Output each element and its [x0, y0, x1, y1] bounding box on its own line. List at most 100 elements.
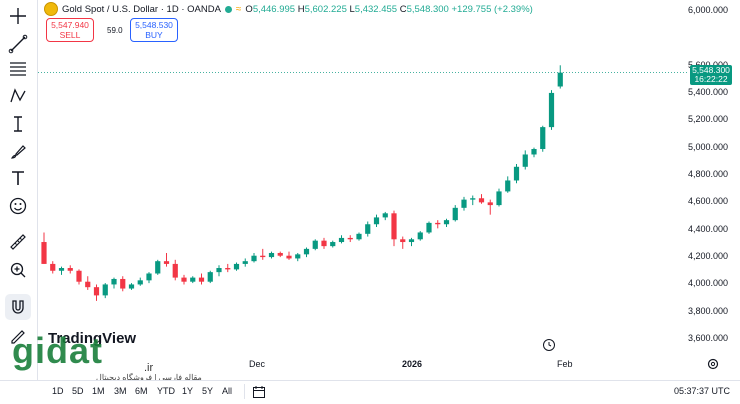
- compare-icon[interactable]: ≈: [235, 3, 242, 15]
- candle-body: [93, 287, 100, 296]
- price-tick: 4,600.000: [687, 196, 728, 207]
- range-1d[interactable]: 1D: [52, 386, 64, 396]
- range-1m[interactable]: 1M: [92, 386, 105, 396]
- magnet-icon[interactable]: [5, 294, 31, 320]
- candles-group: [41, 65, 563, 301]
- close-label: C: [399, 3, 407, 15]
- spread-value: 59.0: [107, 26, 123, 35]
- candle-body: [312, 240, 318, 249]
- candle-body: [58, 268, 65, 271]
- candle-body: [128, 284, 135, 289]
- range-all[interactable]: All: [222, 386, 233, 396]
- gidat-watermark: gidat: [12, 330, 103, 371]
- candle-body: [408, 239, 415, 243]
- buy-label: BUY: [145, 30, 163, 40]
- candle-body: [478, 198, 485, 203]
- candle-body: [155, 261, 161, 274]
- sell-button[interactable]: 5,547.940 SELL: [46, 18, 94, 42]
- tradingview-watermark: TradingView: [48, 330, 137, 347]
- crosshair-icon[interactable]: [5, 3, 31, 29]
- candle-body: [146, 273, 152, 281]
- candle-body: [233, 263, 240, 270]
- open-label: O: [245, 3, 253, 15]
- candle-body: [137, 280, 143, 285]
- candle-body: [330, 242, 336, 247]
- drawing-toolbar: [0, 0, 38, 380]
- lock-drawings-icon[interactable]: [5, 322, 31, 348]
- range-ytd[interactable]: YTD: [157, 386, 175, 396]
- candle-body: [41, 242, 47, 264]
- candle-body: [190, 277, 196, 282]
- bar-countdown: 16:22:22: [694, 73, 728, 84]
- candle-body: [303, 248, 310, 255]
- candle-body: [400, 239, 406, 243]
- range-3m[interactable]: 3M: [114, 386, 127, 396]
- candle-body: [172, 263, 178, 278]
- text-icon[interactable]: [5, 165, 31, 191]
- chart-settings-icon[interactable]: [706, 357, 720, 376]
- candle-body: [496, 191, 502, 206]
- price-tick: 4,200.000: [687, 251, 728, 262]
- goto-date-icon[interactable]: [252, 385, 266, 404]
- candle-body: [163, 261, 170, 264]
- symbol-legend: Gold Spot / U.S. Dollar · 1D · OANDA ≈ O…: [44, 2, 533, 16]
- high-label: H: [297, 3, 305, 15]
- schedule-icon[interactable]: [542, 338, 556, 357]
- time-tick-2026: 2026: [402, 359, 423, 369]
- candle-body: [522, 154, 528, 167]
- range-6m[interactable]: 6M: [135, 386, 148, 396]
- candle-body: [111, 278, 117, 285]
- fib-retracement-icon[interactable]: [5, 56, 31, 82]
- candle-body: [181, 277, 187, 282]
- candle-body: [356, 233, 362, 240]
- candle-body: [391, 213, 397, 240]
- candle-body: [102, 284, 108, 296]
- candle-body: [426, 222, 432, 233]
- candle-body: [557, 72, 563, 87]
- price-tick: 3,600.000: [687, 333, 728, 344]
- candle-body: [531, 149, 537, 155]
- utc-clock[interactable]: 05:37:37 UTC: [673, 386, 730, 396]
- candle-body: [120, 278, 126, 289]
- candle-body: [251, 255, 257, 262]
- measure-icon[interactable]: [5, 111, 31, 137]
- candle-body: [338, 237, 345, 243]
- trend-line-icon[interactable]: [5, 31, 31, 57]
- candle-body: [487, 202, 493, 206]
- market-open-icon: [224, 5, 232, 13]
- candle-body: [382, 213, 388, 218]
- candle-body: [321, 240, 327, 247]
- sell-price: 5,547.940: [51, 20, 89, 30]
- current-price-tag: 5,548.300 16:22:22: [690, 64, 732, 85]
- gidat-tld: .ir: [144, 362, 154, 374]
- candle-body: [286, 255, 292, 259]
- brush-icon[interactable]: [5, 139, 31, 165]
- candle-body: [85, 281, 91, 288]
- low-value: 5,432.455: [354, 3, 398, 15]
- price-tick: 5,000.000: [687, 141, 728, 152]
- candle-body: [365, 224, 371, 234]
- candlestick-chart[interactable]: [38, 0, 688, 352]
- change-value: +129.755 (+2.39%): [451, 3, 533, 15]
- candle-body: [417, 232, 423, 240]
- zoom-icon[interactable]: [5, 257, 31, 283]
- candle-body: [277, 252, 283, 256]
- candle-body: [435, 222, 441, 225]
- candle-body: [470, 198, 476, 200]
- range-5d[interactable]: 5D: [72, 386, 84, 396]
- range-5y[interactable]: 5Y: [202, 386, 214, 396]
- price-tick: 4,400.000: [687, 223, 728, 234]
- price-axis[interactable]: 6,000.000 5,600.000 5,400.000 5,200.000 5,00…: [688, 0, 740, 352]
- ruler-icon[interactable]: [5, 229, 31, 255]
- symbol-title[interactable]: Gold Spot / U.S. Dollar · 1D · OANDA: [62, 3, 221, 15]
- time-tick-dec: Dec: [249, 359, 266, 369]
- range-1y[interactable]: 1Y: [182, 386, 194, 396]
- bottom-toolbar: 1D 5D 1M 3M 6M YTD 1Y 5Y All 05:37:37 UT…: [0, 380, 740, 404]
- pattern-icon[interactable]: [5, 83, 31, 109]
- emoji-icon[interactable]: [5, 193, 31, 219]
- buy-button[interactable]: 5,548.530 BUY: [130, 18, 178, 42]
- price-tick: 5,400.000: [687, 86, 728, 97]
- sell-label: SELL: [59, 30, 81, 40]
- price-tick: 4,000.000: [687, 278, 728, 289]
- candle-body: [50, 263, 56, 271]
